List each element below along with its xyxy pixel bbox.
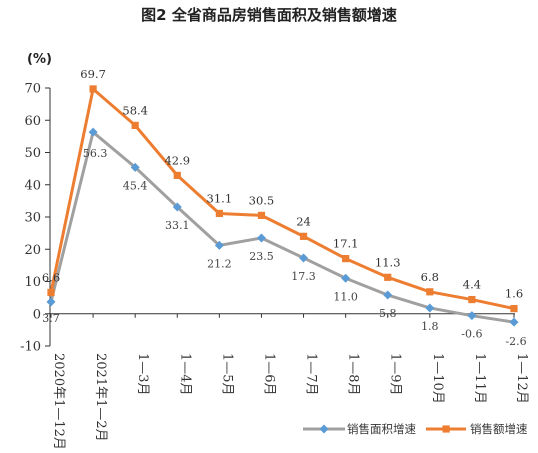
y-tick-label: 20 — [24, 243, 41, 258]
area-point — [299, 253, 309, 263]
y-axis-label: (%) — [27, 52, 52, 67]
sales-data-label: 11.3 — [375, 255, 401, 269]
sales-data-label: 17.1 — [333, 237, 359, 251]
y-tick-label: 40 — [24, 178, 41, 193]
x-tick-label: 1—10月 — [430, 353, 445, 404]
sales-data-label: 30.5 — [249, 193, 275, 207]
x-tick-label: 1—11月 — [472, 353, 487, 404]
area-data-label: 11.0 — [333, 290, 358, 303]
area-data-label: 1.8 — [421, 320, 439, 333]
area-point — [509, 317, 519, 327]
sales-point — [47, 288, 55, 297]
sales-point — [510, 304, 518, 313]
sales-data-label: 1.6 — [505, 287, 523, 301]
y-tick-label: 50 — [24, 146, 41, 161]
area-point — [46, 297, 56, 307]
sales-point — [342, 255, 350, 263]
sales-point — [384, 273, 392, 281]
sales-point — [215, 209, 223, 218]
area-point — [341, 273, 351, 283]
sales-point — [299, 232, 308, 240]
sales-data-label: 69.7 — [80, 67, 106, 81]
area-point — [214, 240, 224, 250]
y-tick-label: 0 — [33, 307, 41, 322]
area-data-label: 3.7 — [42, 312, 60, 325]
area-data-label: -2.6 — [505, 335, 526, 348]
area-data-label: 17.3 — [291, 270, 316, 283]
x-tick-label: 2020年1—12月 — [51, 353, 66, 450]
x-tick-label: 1—4月 — [177, 353, 192, 396]
series-line-sales — [49, 87, 515, 311]
y-tick-label: 30 — [24, 211, 41, 226]
area-data-label: -0.6 — [461, 328, 482, 341]
area-point — [256, 233, 266, 243]
sales-data-label: 6.8 — [421, 270, 439, 284]
chart-title: 图2 全省商品房销售面积及销售额增速 — [141, 6, 397, 24]
legend-label-sales: 销售额增速 — [470, 422, 528, 436]
area-data-label: 45.4 — [123, 179, 148, 192]
y-tick-label: 60 — [24, 114, 41, 129]
sales-data-label: 31.1 — [207, 191, 233, 205]
y-tick-label: 10 — [24, 275, 41, 290]
area-point — [467, 311, 477, 321]
y-tick-label: -10 — [20, 340, 41, 355]
legend-marker-area — [319, 424, 329, 434]
x-tick-label: 1—9月 — [388, 353, 403, 396]
area-data-label: 5.8 — [379, 307, 397, 320]
x-tick-label: 1—8月 — [346, 353, 361, 396]
sales-point — [131, 121, 139, 130]
area-point — [130, 162, 140, 172]
sales-data-label: 24 — [296, 214, 311, 228]
sales-data-label: 4.4 — [463, 278, 481, 292]
sales-point — [257, 211, 266, 219]
y-tick-label: 70 — [24, 82, 41, 97]
sales-data-label: 58.4 — [122, 103, 148, 117]
sales-point — [426, 288, 434, 296]
x-tick-label: 1—6月 — [261, 353, 276, 396]
x-tick-label: 2021年1—2月 — [93, 353, 108, 442]
series-line-area — [49, 130, 515, 324]
area-data-label: 23.5 — [249, 250, 274, 263]
area-data-label: 33.1 — [165, 219, 190, 232]
x-tick-label: 1—3月 — [135, 353, 150, 396]
x-tick-label: 1—7月 — [304, 353, 319, 396]
sales-point — [468, 295, 476, 304]
sales-point — [89, 85, 97, 93]
area-point — [383, 290, 393, 300]
area-data-label: 21.2 — [207, 257, 232, 270]
area-point — [172, 202, 182, 212]
x-tick-label: 1—12月 — [514, 353, 529, 404]
sales-data-label: 42.9 — [164, 153, 190, 167]
sales-data-label: 6.6 — [42, 270, 60, 284]
area-point — [88, 127, 98, 137]
legend-marker-sales — [442, 425, 450, 433]
sales-point — [173, 171, 181, 179]
area-data-label: 56.3 — [83, 147, 108, 160]
area-point — [425, 303, 435, 313]
x-tick-label: 1—5月 — [219, 353, 234, 396]
legend-label-area: 销售面积增速 — [347, 422, 416, 436]
